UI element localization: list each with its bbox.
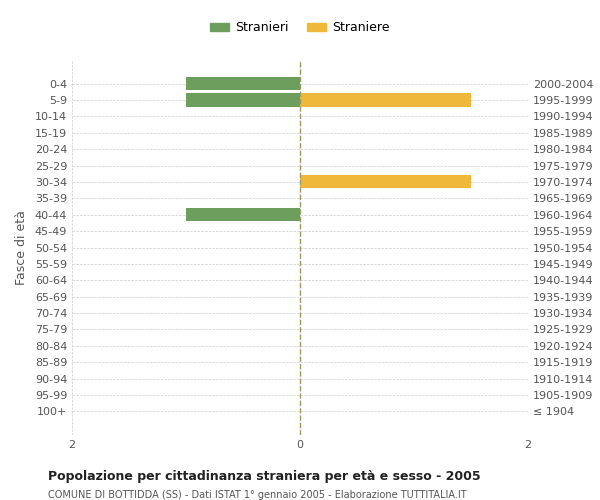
Bar xyxy=(186,94,300,106)
Legend: Stranieri, Straniere: Stranieri, Straniere xyxy=(205,16,395,40)
Y-axis label: Fasce di età: Fasce di età xyxy=(15,210,28,285)
Text: Popolazione per cittadinanza straniera per età e sesso - 2005: Popolazione per cittadinanza straniera p… xyxy=(48,470,481,483)
Y-axis label: Anni di nascita: Anni di nascita xyxy=(597,201,600,294)
Bar xyxy=(186,208,300,222)
Bar xyxy=(186,77,300,90)
Bar xyxy=(300,94,471,106)
Text: COMUNE DI BOTTIDDA (SS) - Dati ISTAT 1° gennaio 2005 - Elaborazione TUTTITALIA.I: COMUNE DI BOTTIDDA (SS) - Dati ISTAT 1° … xyxy=(48,490,467,500)
Bar xyxy=(300,176,471,188)
